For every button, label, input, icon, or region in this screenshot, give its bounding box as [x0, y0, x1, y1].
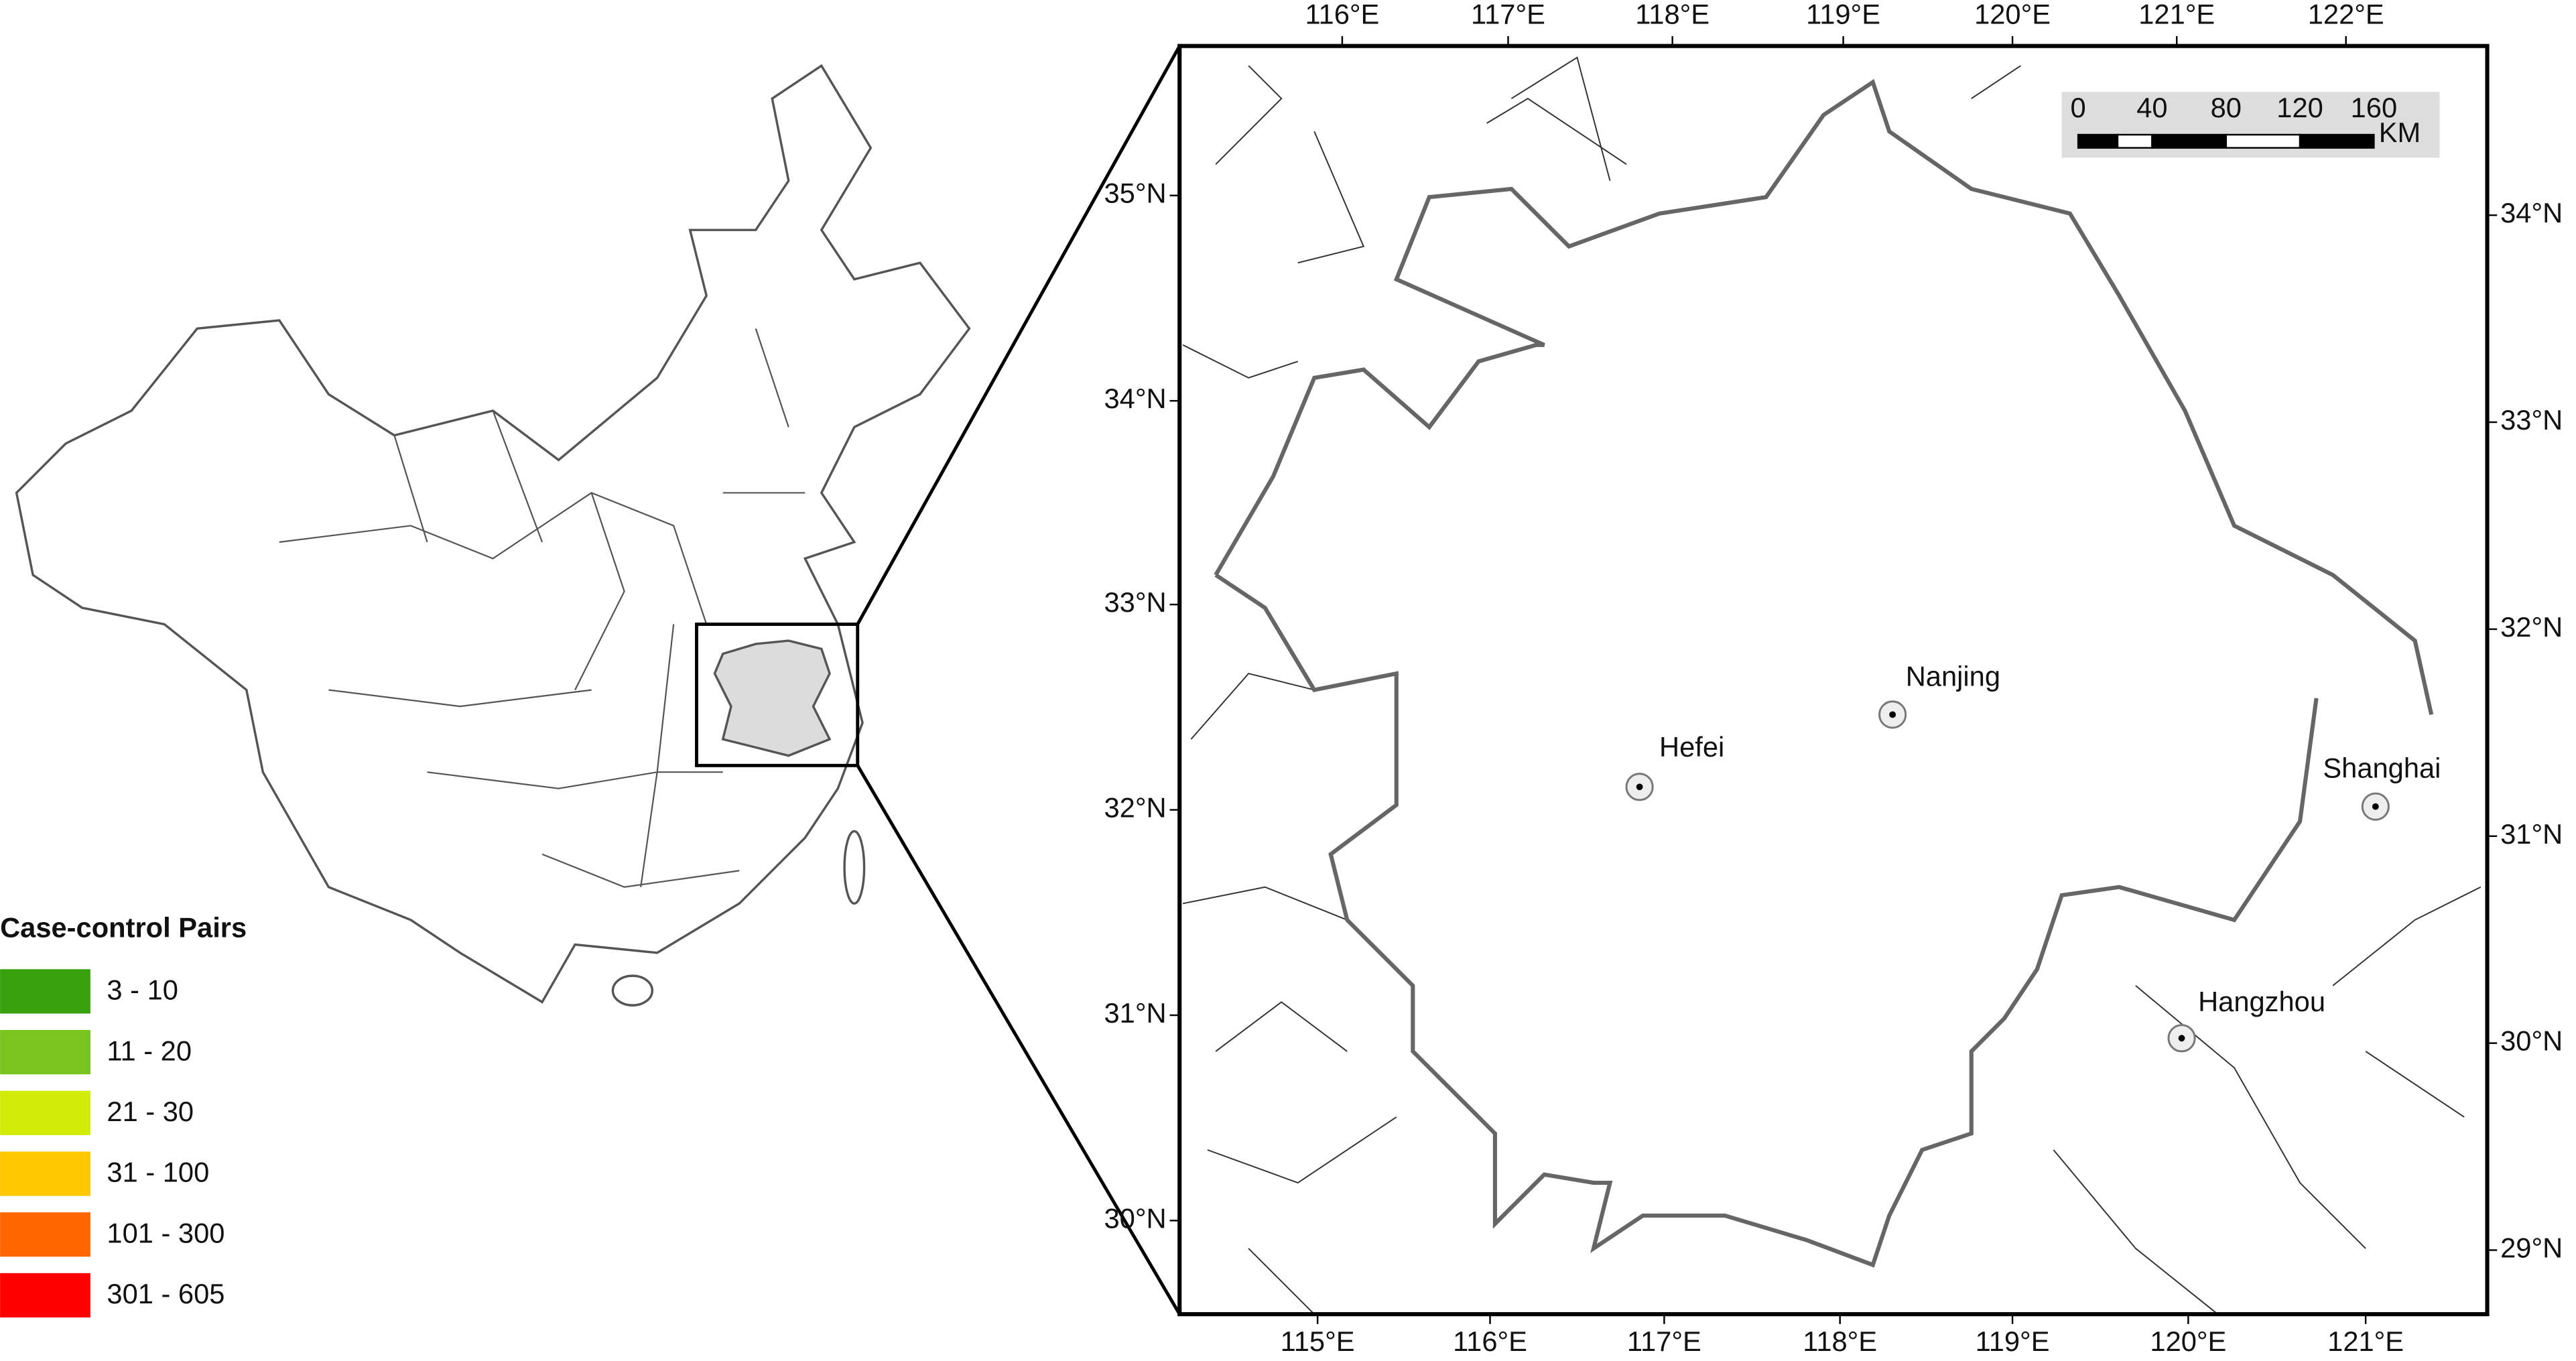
- legend-label: 31 - 100: [107, 1157, 209, 1188]
- bottom-label: 117°E: [1627, 1325, 1701, 1357]
- china-outline: [15, 64, 971, 1004]
- right-label: 32°N: [2500, 611, 2563, 643]
- context-boundaries: [1182, 56, 2482, 1315]
- province-outline: [1214, 78, 2434, 1268]
- top-label: 121°E: [2138, 0, 2215, 30]
- cities: Nanjing Hefei Shanghai Hangzhou: [1625, 660, 2441, 1053]
- bottom-label: 121°E: [2327, 1325, 2404, 1357]
- legend-title: Case-control Pairs: [0, 912, 247, 944]
- scale-label: 120: [2276, 92, 2323, 123]
- legend-swatch: [0, 969, 90, 1014]
- right-label: 33°N: [2500, 404, 2563, 436]
- city-label: Shanghai: [2323, 753, 2441, 784]
- right-label: 30°N: [2500, 1025, 2563, 1057]
- map-frame: [1177, 44, 2490, 1317]
- bottom-label: 116°E: [1453, 1325, 1527, 1357]
- legend: Case-control Pairs 3 - 10 11 - 20 21 - 30 31…: [0, 912, 247, 1318]
- hainan: [611, 974, 654, 1007]
- city-dot: [1636, 783, 1643, 791]
- city-dot: [1889, 711, 1896, 718]
- legend-swatch: [0, 1151, 90, 1196]
- scale-segment: [2299, 133, 2375, 149]
- inset-box: [695, 623, 860, 767]
- scale-label: 40: [2136, 92, 2167, 123]
- top-label: 116°E: [1305, 0, 1379, 30]
- right-label: 34°N: [2500, 197, 2563, 229]
- legend-label: 301 - 605: [107, 1278, 224, 1309]
- top-label: 120°E: [1974, 0, 2051, 30]
- top-label: 119°E: [1806, 0, 1880, 30]
- china-inset: [15, 45, 1181, 1315]
- right-label: 31°N: [2500, 818, 2563, 850]
- scale-segment: [2151, 133, 2227, 149]
- city-label: Hangzhou: [2198, 986, 2325, 1017]
- left-label: 30°N: [1104, 1202, 1167, 1234]
- bottom-label: 115°E: [1281, 1325, 1355, 1357]
- city-dot: [2178, 1035, 2185, 1042]
- anhui-inset: [713, 639, 832, 757]
- taiwan: [843, 830, 866, 905]
- graticule-labels: 116°E 117°E 118°E 119°E 120°E 121°E 122°E 115°E…: [1104, 0, 2563, 1357]
- left-label: 32°N: [1104, 792, 1167, 824]
- top-label: 118°E: [1635, 0, 1710, 30]
- legend-swatch: [0, 1030, 90, 1075]
- left-label: 34°N: [1104, 383, 1167, 414]
- city-label: Nanjing: [1906, 660, 2000, 692]
- city-label: Hefei: [1659, 731, 1724, 763]
- bottom-label: 120°E: [2150, 1325, 2226, 1357]
- legend-label: 11 - 20: [107, 1035, 192, 1066]
- left-label: 31°N: [1104, 997, 1167, 1029]
- left-label: 35°N: [1104, 178, 1167, 209]
- legend-label: 3 - 10: [107, 974, 178, 1006]
- scale-unit: KM: [2379, 117, 2421, 148]
- top-label: 117°E: [1471, 0, 1545, 30]
- province-lines: [279, 328, 806, 888]
- scale-label: 160: [2351, 92, 2398, 123]
- right-label: 29°N: [2500, 1232, 2563, 1264]
- city-dot: [2372, 803, 2379, 810]
- legend-label: 21 - 30: [107, 1096, 194, 1127]
- top-label: 122°E: [2308, 0, 2384, 30]
- scale-segment: [2225, 133, 2301, 149]
- legend-label: 101 - 300: [107, 1217, 224, 1248]
- left-label: 33°N: [1104, 586, 1167, 618]
- scale-label: 80: [2211, 92, 2242, 123]
- legend-swatch: [0, 1090, 90, 1135]
- bottom-label: 119°E: [1976, 1325, 2050, 1357]
- zoom-lines: [856, 45, 1181, 1315]
- legend-swatch: [0, 1273, 90, 1318]
- scale-segment: [2077, 133, 2119, 149]
- scale-label: 0: [2071, 92, 2086, 123]
- scale-segment: [2116, 133, 2153, 149]
- bottom-label: 118°E: [1803, 1325, 1877, 1357]
- legend-swatch: [0, 1212, 90, 1257]
